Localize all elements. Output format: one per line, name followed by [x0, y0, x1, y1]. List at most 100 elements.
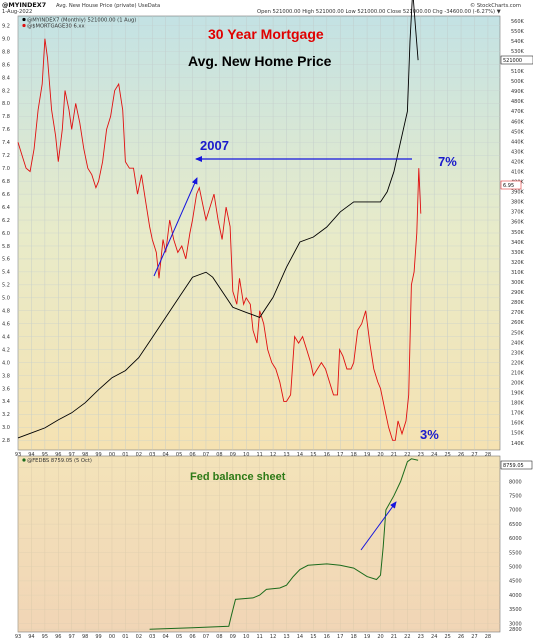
y-fed-tick-label: 4000 — [509, 593, 522, 599]
y-fed-tick-label: 7500 — [509, 494, 522, 500]
annotation-7pct: 7% — [438, 154, 457, 169]
x-tick-label: 13 — [283, 452, 289, 458]
y-right-tick-label: 320K — [511, 260, 525, 266]
y-left-tick-label: 7.2 — [2, 153, 10, 159]
x-tick-label: 12 — [270, 634, 276, 640]
x-tick-label: 15 — [310, 634, 316, 640]
x-tick-label: 08 — [216, 634, 222, 640]
annotation-mortgage-title: 30 Year Mortgage — [208, 26, 324, 42]
y-left-tick-label: 4.8 — [2, 309, 10, 315]
y-left-tick-label: 5.6 — [2, 257, 10, 263]
y-fed-tick-label: 5000 — [509, 565, 522, 571]
y-fed-tick-label: 3000 — [509, 621, 522, 627]
y-right-tick-label: 150K — [511, 431, 525, 437]
y-left-tick-label: 4.6 — [2, 321, 10, 327]
x-tick-label: 21 — [391, 634, 397, 640]
annotation-fed-title: Fed balance sheet — [190, 471, 286, 483]
y-right-tick-label: 550K — [511, 29, 525, 35]
x-tick-label: 09 — [230, 452, 236, 458]
y-left-tick-label: 6.6 — [2, 192, 10, 198]
y-right-tick-label: 420K — [511, 159, 525, 165]
legend-price-label: @MYINDEX7 (Monthly) 521000.00 (1 Aug) — [27, 18, 136, 24]
y-left-tick-label: 5.2 — [2, 283, 10, 289]
y-right-tick-label: 210K — [511, 370, 525, 376]
y-right-tick-label: 560K — [511, 19, 525, 25]
annotation-2007: 2007 — [200, 138, 229, 153]
bottom-gridlines — [17, 456, 500, 632]
series-fed-balance-line — [149, 458, 419, 630]
y-right-tick-label: 350K — [511, 230, 525, 236]
x-tick-label: 93 — [15, 634, 21, 640]
x-tick-label: 11 — [256, 634, 262, 640]
series-home-price-line — [17, 0, 419, 439]
y-right-tick-label: 280K — [511, 300, 525, 306]
x-tick-label: 99 — [95, 452, 101, 458]
arrow-fed-diagonal — [360, 501, 397, 551]
y-fed-tick-label: 6500 — [509, 522, 522, 528]
x-tick-label: 02 — [136, 634, 142, 640]
x-tick-label: 03 — [149, 634, 155, 640]
y-right-tick-label: 200K — [511, 380, 525, 386]
legend-fed-dot — [22, 458, 26, 462]
x-tick-label: 10 — [243, 452, 249, 458]
y-right-tick-label: 270K — [511, 310, 525, 316]
y-left-tick-label: 3.4 — [2, 399, 10, 405]
y-left-tick-label: 8.0 — [2, 101, 10, 107]
x-tick-label: 19 — [364, 452, 370, 458]
x-tick-label: 01 — [122, 634, 128, 640]
chart-subtitle: Avg. New House Price (private) UseData — [56, 3, 160, 9]
y-fed-tick-label: 5500 — [509, 550, 522, 556]
x-tick-label: 18 — [350, 452, 356, 458]
y-left-tick-label: 3.0 — [2, 425, 10, 431]
x-tick-label: 07 — [203, 452, 209, 458]
y-left-tick-label: 3.2 — [2, 412, 10, 418]
x-tick-label: 96 — [55, 634, 61, 640]
x-tick-label: 00 — [109, 634, 115, 640]
y-left-tick-label: 8.2 — [2, 88, 10, 94]
legend-fed-label: @FEDBS 8759.05 (5 Oct) — [27, 458, 92, 464]
brand-label: © StockCharts.com — [470, 2, 521, 9]
y-left-tick-label: 5.4 — [2, 270, 10, 276]
x-tick-label: 24 — [431, 634, 437, 640]
y-left-tick-label: 4.0 — [2, 360, 10, 366]
bottom-panel — [17, 455, 501, 633]
x-tick-label: 22 — [404, 452, 410, 458]
y-left-tick-label: 5.8 — [2, 244, 10, 250]
x-tick-label: 20 — [377, 452, 383, 458]
y-right-tick-label: 510K — [511, 69, 525, 75]
x-tick-label: 22 — [404, 634, 410, 640]
x-tick-label: 23 — [418, 634, 424, 640]
x-tick-label: 09 — [230, 634, 236, 640]
y-right-tick-label: 250K — [511, 330, 525, 336]
y-right-tick-label: 240K — [511, 340, 525, 346]
y-right-tick-label: 360K — [511, 220, 525, 226]
x-tick-label: 08 — [216, 452, 222, 458]
y-left-tick-label: 7.8 — [2, 114, 10, 120]
y-fed-tick-label: 2800 — [509, 627, 522, 633]
x-tick-label: 19 — [364, 634, 370, 640]
y-right-tick-label: 410K — [511, 170, 525, 176]
x-tick-label: 25 — [444, 452, 450, 458]
annotation-price-title: Avg. New Home Price — [188, 53, 332, 69]
y-right-tick-label: 480K — [511, 99, 525, 105]
y-fed-tick-label: 8000 — [509, 479, 522, 485]
x-tick-label: 27 — [471, 634, 477, 640]
legend-rate-label: @$MORTGAGE30 6.xx — [27, 24, 85, 30]
y-left-tick-label: 3.6 — [2, 386, 10, 392]
x-tick-label: 96 — [55, 452, 61, 458]
x-tick-label: 17 — [337, 634, 343, 640]
x-tick-label: 03 — [149, 452, 155, 458]
x-tick-label: 06 — [189, 452, 195, 458]
x-tick-label: 26 — [458, 452, 464, 458]
y-right-tick-label: 430K — [511, 149, 525, 155]
y-right-tick-label: 470K — [511, 109, 525, 115]
x-tick-label: 28 — [485, 452, 491, 458]
y-left-tick-label: 4.2 — [2, 347, 10, 353]
x-axis-main: 93 94 95 96 97 98 99 00 01 02 03 04 05 06 07 08 09 10 11 12… — [15, 452, 491, 458]
y-right-tick-label: 140K — [511, 441, 525, 447]
y-left-tick-label: 8.6 — [2, 62, 10, 68]
x-tick-label: 05 — [176, 634, 182, 640]
badge-price: 521000 — [500, 55, 533, 65]
